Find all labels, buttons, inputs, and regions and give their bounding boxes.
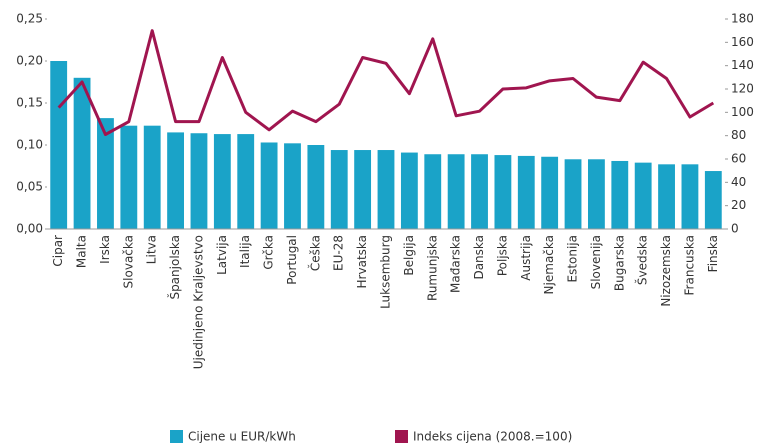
bar: [564, 159, 582, 229]
x-tick-label: Poljska: [495, 235, 509, 276]
bar: [704, 171, 722, 229]
bar: [213, 134, 231, 229]
bar: [377, 150, 395, 229]
bar: [471, 154, 488, 229]
legend-swatch: [395, 430, 408, 443]
x-tick-label: Grčka: [262, 235, 276, 270]
bar: [307, 145, 325, 229]
x-tick-label: Portugal: [285, 235, 299, 285]
x-tick-label: Belgija: [402, 235, 416, 276]
y2-tick-label: 100: [731, 105, 754, 119]
bar: [658, 164, 675, 229]
y2-tick-label: 120: [731, 82, 754, 96]
x-tick-label: Italija: [238, 235, 252, 268]
x-tick-label: Cipar: [51, 235, 65, 267]
bar: [237, 134, 255, 229]
bar: [97, 118, 114, 229]
bar: [330, 150, 348, 229]
x-tick-label: Bugarska: [612, 235, 626, 291]
x-tick-label: Litva: [145, 235, 159, 264]
bar: [120, 125, 138, 229]
bar: [354, 150, 372, 229]
x-tick-label: Finska: [706, 235, 720, 272]
bar: [611, 160, 629, 229]
y-tick-label: 0,10: [16, 138, 43, 152]
bar: [284, 143, 301, 229]
bar: [50, 61, 68, 229]
bar: [143, 125, 161, 229]
x-tick-label: Švedska: [635, 235, 650, 285]
y2-tick-label: 20: [731, 198, 746, 212]
x-tick-label: Ujedinjeno Kraljevstvo: [191, 235, 205, 369]
line: [57, 29, 715, 136]
y2-tick-label: 0: [731, 222, 739, 236]
bar: [541, 156, 559, 229]
x-tick-label: Danska: [472, 235, 486, 280]
x-tick-label: Španjolska: [167, 235, 182, 300]
y-tick-label: 0,00: [16, 222, 43, 236]
x-tick-label: Rumunjska: [425, 235, 439, 301]
y2-tick-label: 160: [731, 35, 754, 49]
x-tick-label: Francuska: [682, 235, 696, 295]
x-tick-label: EU-28: [332, 235, 346, 271]
bar: [190, 133, 208, 229]
bar: [167, 132, 185, 229]
x-tick-label: Estonija: [566, 235, 580, 283]
x-tick-label: Slovenija: [589, 235, 603, 289]
y-tick-label: 0,20: [16, 54, 43, 68]
bar: [494, 155, 512, 229]
bar: [447, 154, 465, 229]
x-tick-label: Malta: [75, 235, 89, 268]
bar: [73, 77, 91, 229]
y-tick-label: 0,05: [16, 180, 43, 194]
x-tick-label: Češka: [307, 235, 322, 271]
bar: [634, 162, 652, 229]
y2-tick-label: 180: [731, 12, 754, 26]
y2-tick-label: 40: [731, 175, 746, 189]
x-tick-label: Mađarska: [449, 235, 463, 293]
y-tick-label: 0,15: [16, 96, 43, 110]
legend-swatch: [170, 430, 183, 443]
x-tick-label: Irska: [98, 235, 112, 264]
legend-label: Indeks cijena (2008.=100): [413, 430, 572, 444]
x-tick-label: Luksemburg: [379, 235, 393, 309]
y2-tick-label: 60: [731, 152, 746, 166]
x-tick-label: Nizozemska: [659, 235, 673, 307]
bar: [400, 152, 418, 229]
x-tick-label: Slovačka: [121, 235, 135, 288]
y2-tick-label: 80: [731, 128, 746, 142]
y-tick-label: 0,25: [16, 12, 43, 26]
y2-tick-label: 140: [731, 58, 754, 72]
x-tick-label: Latvija: [215, 235, 229, 275]
legend-label: Cijene u EUR/kWh: [188, 430, 296, 444]
bar: [517, 155, 535, 229]
bar: [681, 164, 699, 229]
bar: [424, 154, 442, 229]
x-tick-label: Njemačka: [542, 235, 556, 294]
bar: [260, 142, 278, 229]
x-tick-label: Hrvatska: [355, 235, 369, 288]
x-tick-label: Austrija: [519, 235, 533, 281]
bar: [587, 159, 605, 229]
